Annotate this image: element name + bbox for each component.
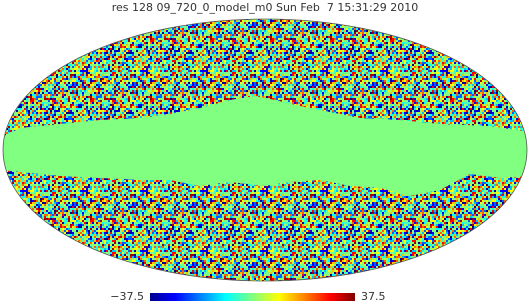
colorbar-min: −37.5 xyxy=(110,290,144,303)
colorbar xyxy=(150,293,355,301)
sky-map xyxy=(3,19,527,281)
colorbar-max: 37.5 xyxy=(361,290,386,303)
map-outline xyxy=(2,18,528,282)
map-title: res 128 09_720_0_model_m0 Sun Feb 7 15:3… xyxy=(112,1,419,14)
galactic-plane-mask xyxy=(3,96,527,196)
